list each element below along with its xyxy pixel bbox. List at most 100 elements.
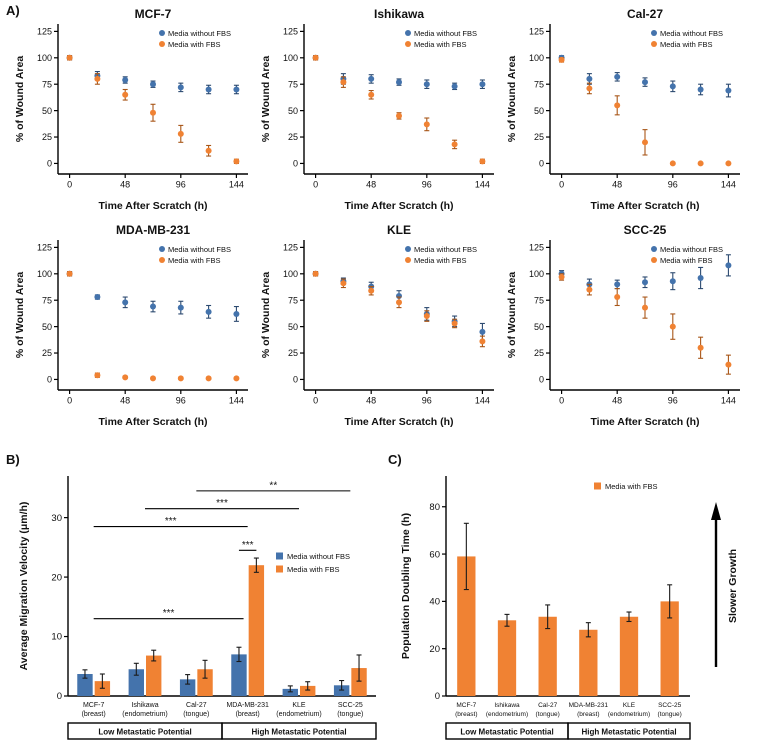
y-tick-label: 100	[283, 269, 298, 279]
x-axis-label: Time After Scratch (h)	[590, 200, 699, 212]
legend-label: Media without FBS	[287, 552, 350, 561]
y-tick-label: 75	[42, 295, 52, 305]
metastatic-band-box	[567, 722, 691, 740]
data-point	[669, 278, 676, 285]
data-point	[725, 87, 732, 94]
data-point	[451, 83, 458, 90]
bar-chart-doubling: 0 20 40 60 80 Population Doubling Time (h) MCF…	[400, 476, 739, 740]
legend-marker	[594, 482, 601, 490]
data-point	[423, 121, 430, 128]
y-tick-label: 125	[529, 27, 544, 37]
y-tick-label: 125	[529, 243, 544, 253]
bar	[77, 674, 93, 696]
data-point	[586, 85, 593, 92]
data-point	[66, 54, 73, 61]
y-tick-label: 100	[37, 269, 52, 279]
data-point	[642, 79, 648, 86]
metastatic-band-box	[221, 722, 377, 740]
category-sublabel: (tongue)	[658, 711, 682, 718]
scatter-chart-ishikawa: 0 25 50 75 100 125 0 48 96 144 Ishikawa Time After …	[260, 7, 494, 212]
series-blue	[558, 54, 732, 98]
y-axis-label: % of Wound Area	[260, 272, 272, 358]
y-tick-label: 25	[288, 348, 298, 358]
y-tick-label: 25	[534, 348, 544, 358]
data-point	[669, 83, 676, 90]
bar	[197, 669, 213, 696]
y-tick-label: 0	[293, 159, 298, 169]
y-axis-label: % of Wound Area	[506, 272, 518, 358]
x-tick-label: 96	[668, 180, 678, 190]
chart-mda-mb-231: 0 25 50 75 100 125 0 48 96 144 MDA-MB-231 Time Afte…	[12, 222, 258, 435]
x-tick-label: 144	[229, 396, 244, 406]
data-point	[697, 344, 704, 351]
category-label: SCC-25	[658, 702, 682, 709]
category-sublabel: (tongue)	[536, 711, 560, 718]
data-point	[312, 54, 319, 61]
data-point	[94, 294, 101, 301]
data-point	[396, 112, 402, 119]
category-sublabel: (endometrium)	[608, 711, 650, 718]
data-point	[368, 287, 375, 294]
category-label: KLE	[292, 702, 306, 709]
y-tick-label: 0	[57, 691, 62, 702]
data-point	[122, 76, 129, 83]
legend-label: Media with FBS	[660, 40, 713, 49]
x-tick-label: 48	[612, 396, 622, 406]
data-point	[586, 286, 593, 293]
x-tick-label: 0	[559, 396, 564, 406]
data-point	[205, 147, 212, 154]
y-axis-label: Population Doubling Time (h)	[400, 513, 412, 659]
chart-migration-velocity: 0 10 20 30 Average Migration Velocity (μm/h)…	[14, 462, 382, 749]
category-label: KLE	[623, 702, 636, 709]
legend-label: Media with FBS	[287, 565, 340, 574]
category-sublabel: (tongue)	[337, 711, 363, 718]
legend-label: Media with FBS	[414, 40, 467, 49]
chart-cal27: 0 25 50 75 100 125 0 48 96 144 Cal-27 Time After Sc…	[504, 6, 750, 219]
series-orange	[66, 270, 240, 382]
bar	[497, 620, 517, 696]
x-tick-label: 48	[366, 180, 376, 190]
legend-marker	[276, 552, 283, 560]
data-point	[122, 374, 129, 381]
bar	[660, 601, 679, 696]
series-orange	[312, 270, 486, 348]
y-tick-label: 100	[529, 53, 544, 63]
x-tick-label: 96	[668, 396, 678, 406]
series-blue	[66, 270, 240, 322]
data-point	[368, 75, 375, 82]
y-tick-label: 80	[429, 502, 440, 513]
legend-marker	[651, 257, 657, 263]
legend-label: Media without FBS	[414, 245, 477, 254]
chart-mcf7: 0 25 50 75 100 125 0 48 96 144 MCF-7 Time After Scr…	[12, 6, 258, 219]
significance-stars: ***	[242, 540, 254, 551]
legend-marker	[276, 565, 283, 573]
data-point	[177, 130, 184, 137]
series-orange	[558, 273, 732, 375]
category-label: SCC-25	[338, 702, 363, 709]
category-sublabel: (tongue)	[183, 711, 209, 718]
chart-title: SCC-25	[624, 223, 667, 237]
y-tick-label: 50	[42, 322, 52, 332]
y-tick-label: 20	[429, 644, 440, 655]
data-point	[669, 160, 676, 167]
bar	[248, 565, 265, 696]
y-tick-label: 50	[534, 322, 544, 332]
significance-stars: ***	[216, 498, 228, 509]
legend-marker	[159, 30, 165, 36]
legend-label: Media without FBS	[168, 245, 231, 254]
y-tick-label: 75	[534, 79, 544, 89]
category-sublabel: (breast)	[455, 711, 477, 718]
data-point	[150, 81, 156, 88]
category-sublabel: (breast)	[82, 711, 106, 718]
x-axis-label: Time After Scratch (h)	[590, 416, 699, 428]
data-point	[94, 75, 101, 82]
legend-label: Media without FBS	[660, 29, 723, 38]
legend-marker	[651, 30, 657, 36]
x-tick-label: 0	[67, 180, 72, 190]
y-axis-label: % of Wound Area	[260, 56, 272, 142]
data-point	[725, 160, 732, 167]
panel-c-label: C)	[388, 452, 402, 467]
bar-series-orange	[94, 557, 367, 696]
slower-growth-label: Slower Growth	[727, 549, 739, 623]
chart-doubling-time: 0 20 40 60 80 Population Doubling Time (h) MCF…	[396, 462, 752, 749]
